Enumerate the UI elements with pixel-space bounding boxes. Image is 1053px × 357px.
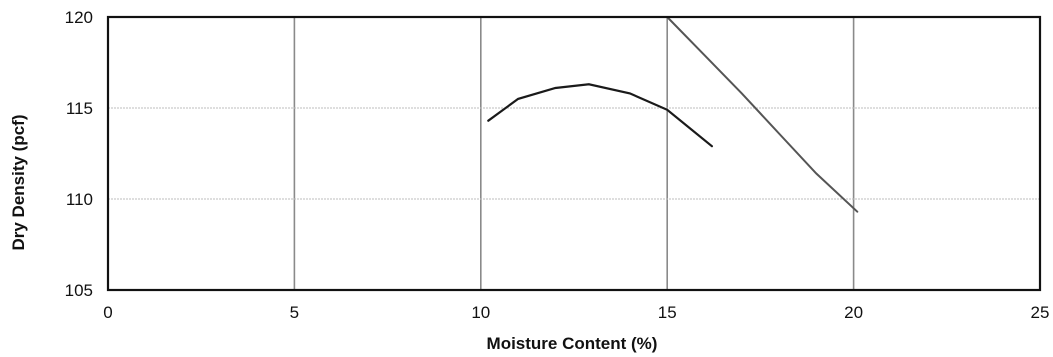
x-tick-labels: 0 5 10 15 20 25: [103, 303, 1049, 322]
x-tick-label-15: 15: [658, 303, 677, 322]
y-tick-label-115: 115: [66, 99, 93, 118]
series-line-1: [487, 83, 713, 148]
y-tick-label-110: 110: [66, 190, 93, 209]
x-axis-label: Moisture Content (%): [487, 334, 658, 353]
y-tick-labels: 105 110 115 120: [65, 8, 93, 300]
y-tick-label-120: 120: [65, 8, 93, 27]
x-tick-label-10: 10: [471, 303, 490, 322]
x-tick-label-5: 5: [290, 303, 299, 322]
series-line-2: [666, 16, 859, 213]
x-tick-label-25: 25: [1031, 303, 1050, 322]
x-tick-label-0: 0: [103, 303, 112, 322]
x-tick-label-20: 20: [844, 303, 863, 322]
grid-lines: [108, 17, 1040, 290]
y-tick-label-105: 105: [65, 281, 93, 300]
y-axis-label: Dry Density (pcf): [9, 114, 28, 250]
data-series: [487, 16, 859, 213]
plot-frame: [106, 15, 1042, 292]
